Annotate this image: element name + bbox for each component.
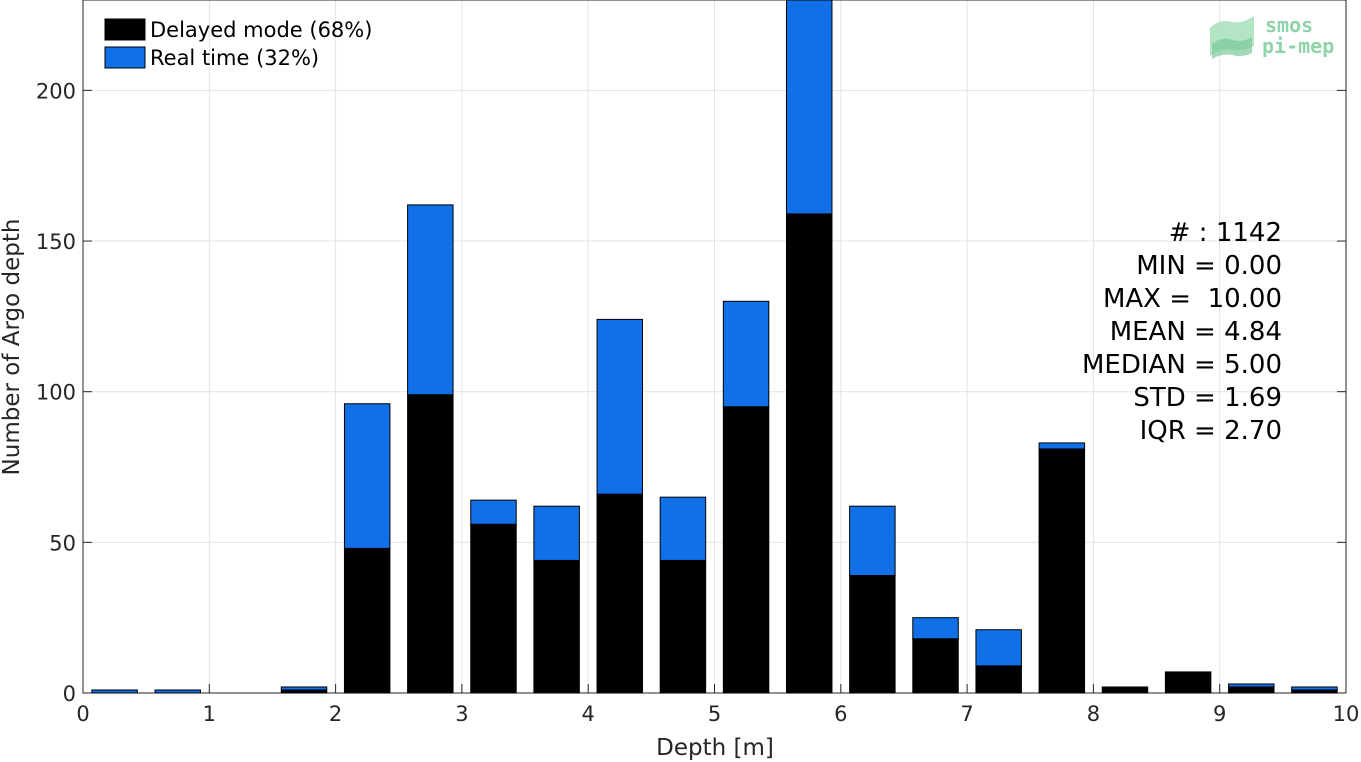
- legend: Delayed mode (68%) Real time (32%): [104, 18, 372, 70]
- stat-min: MIN = 0.00: [1136, 251, 1282, 281]
- y-tick-label: 100: [36, 381, 76, 405]
- x-tick-label: 0: [76, 702, 89, 726]
- bar-delayed-4: [343, 547, 391, 694]
- bar-realtime-6: [470, 499, 517, 525]
- y-tick-label: 150: [36, 230, 76, 254]
- x-tick-label: 6: [834, 702, 847, 726]
- x-tick-label: 5: [708, 702, 721, 726]
- bar-delayed-13: [912, 638, 959, 694]
- bar-realtime-4: [343, 403, 391, 549]
- stat-max: MAX = 10.00: [1103, 284, 1282, 314]
- bar-realtime-12: [849, 505, 896, 576]
- legend-swatch-delayed: [104, 18, 146, 41]
- x-tick-label: 7: [960, 702, 973, 726]
- bar-realtime-18: [1228, 683, 1275, 688]
- bar-delayed-12: [849, 574, 896, 694]
- stat-iqr: IQR = 2.70: [1140, 416, 1282, 446]
- bar-delayed-5: [407, 394, 454, 694]
- bar-realtime-8: [596, 318, 644, 495]
- bar-realtime-13: [912, 617, 959, 640]
- bar-delayed-7: [533, 559, 580, 694]
- stats-annotation: # : 1142 MIN = 0.00 MAX = 10.00 MEAN = 4…: [1082, 218, 1282, 446]
- bar-delayed-11: [785, 213, 833, 694]
- bar-delayed-10: [722, 406, 770, 694]
- stat-std: STD = 1.69: [1133, 383, 1282, 413]
- bar-realtime-9: [659, 496, 707, 561]
- bar-delayed-16: [1101, 686, 1149, 694]
- bar-realtime-10: [722, 300, 770, 408]
- logo-wave-icon-2: [1212, 37, 1252, 59]
- bars-group: [91, 0, 1338, 694]
- bar-delayed-6: [470, 523, 517, 694]
- logo-text-smos: smos: [1265, 13, 1313, 37]
- bar-realtime-19: [1291, 686, 1338, 691]
- y-tick-label: 200: [36, 79, 76, 103]
- x-tick-label: 9: [1213, 702, 1226, 726]
- x-tick-label: 2: [329, 702, 342, 726]
- bar-delayed-15: [1038, 448, 1086, 694]
- bar-realtime-1: [154, 689, 201, 694]
- stat-count: # : 1142: [1169, 218, 1282, 248]
- bar-delayed-8: [596, 493, 644, 694]
- legend-label-delayed: Delayed mode (68%): [150, 18, 372, 42]
- bar-realtime-0: [91, 689, 138, 694]
- bar-delayed-14: [975, 665, 1022, 694]
- bar-realtime-3: [280, 686, 328, 691]
- bar-delayed-17: [1164, 671, 1212, 694]
- bar-realtime-7: [533, 505, 580, 561]
- x-axis-label: Depth [m]: [656, 735, 774, 761]
- x-tick-label: 4: [582, 702, 595, 726]
- bar-realtime-14: [975, 629, 1022, 667]
- x-tick-label: 1: [203, 702, 216, 726]
- y-tick-label: 0: [63, 682, 76, 706]
- legend-swatch-realtime: [104, 46, 146, 69]
- logo-text-pimep: pi-mep: [1262, 34, 1334, 58]
- legend-label-realtime: Real time (32%): [150, 46, 319, 70]
- x-tick-label: 10: [1333, 702, 1360, 726]
- bar-delayed-18: [1228, 686, 1275, 694]
- stat-median: MEDIAN = 5.00: [1082, 350, 1282, 380]
- stat-mean: MEAN = 4.84: [1110, 317, 1282, 347]
- y-tick-label: 50: [49, 531, 76, 555]
- bar-realtime-11: [785, 0, 833, 215]
- smos-pimep-logo: smos pi-mep: [1210, 13, 1334, 59]
- x-tick-label: 8: [1087, 702, 1100, 726]
- y-axis-label: Number of Argo depth: [0, 219, 25, 476]
- x-tick-label: 3: [455, 702, 468, 726]
- bar-realtime-15: [1038, 442, 1086, 450]
- bar-delayed-9: [659, 559, 707, 694]
- bar-realtime-5: [407, 204, 454, 396]
